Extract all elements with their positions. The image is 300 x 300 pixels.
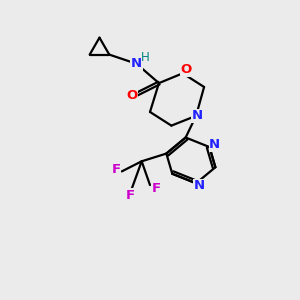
Text: N: N <box>194 179 205 192</box>
Text: F: F <box>152 182 160 194</box>
Text: F: F <box>111 164 120 176</box>
Text: N: N <box>209 138 220 151</box>
Text: O: O <box>181 63 192 76</box>
Text: N: N <box>131 57 142 70</box>
Text: H: H <box>141 51 150 64</box>
Text: O: O <box>126 89 137 102</box>
Text: F: F <box>125 189 135 202</box>
Text: N: N <box>192 109 203 122</box>
